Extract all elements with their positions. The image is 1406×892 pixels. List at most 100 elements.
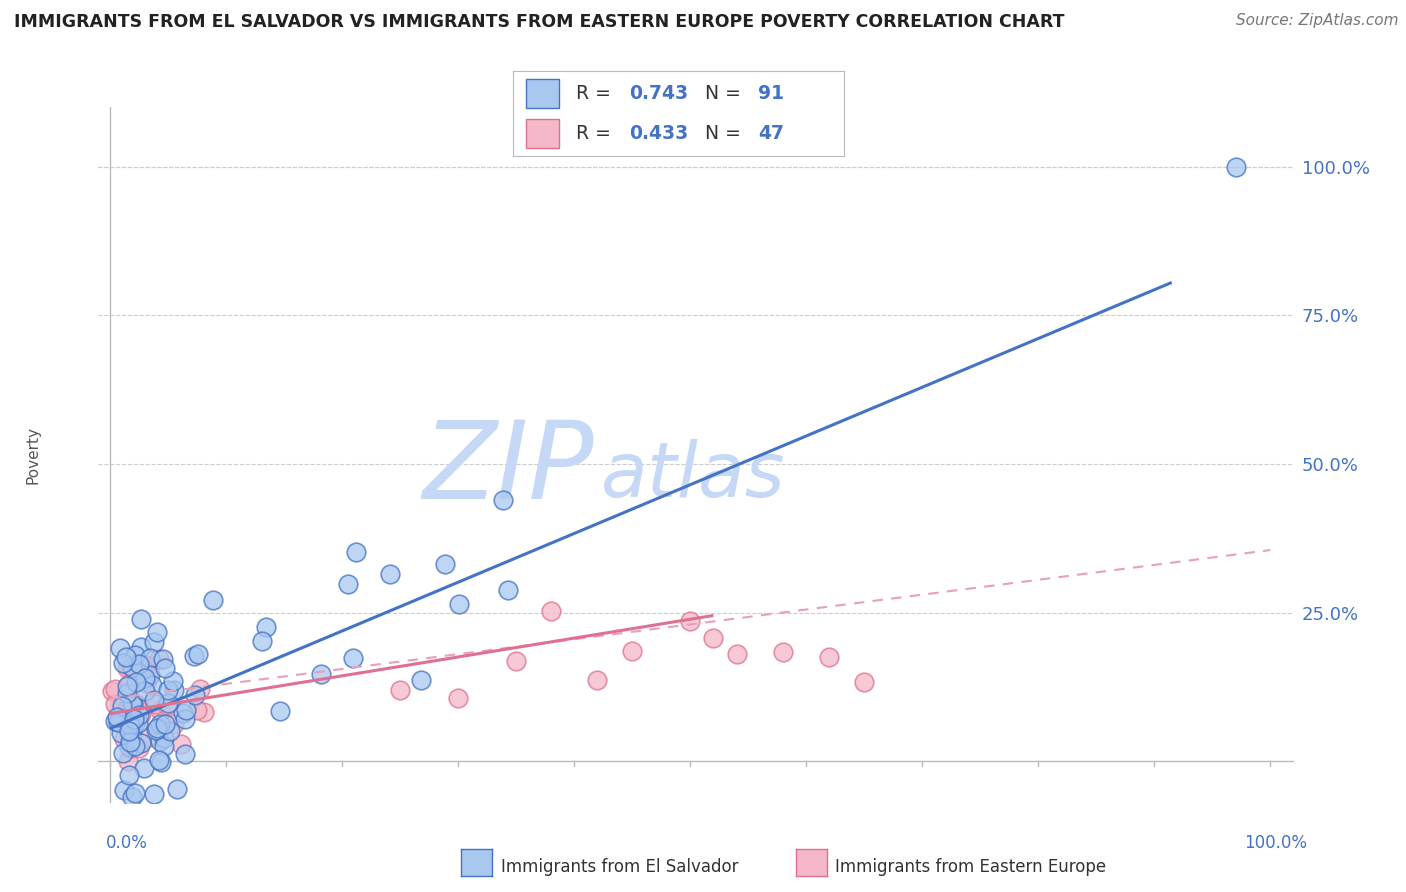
Point (121, 660, 143, 674)
Point (156, 698, 179, 712)
Point (725, 647, 748, 661)
Text: N =: N = (704, 124, 747, 143)
Point (342, 651, 364, 665)
Point (148, 753, 170, 767)
Point (104, 714, 127, 729)
Point (118, 723, 141, 738)
Text: 91: 91 (758, 84, 783, 103)
Point (145, 723, 167, 737)
Point (269, 704, 291, 718)
Point (149, 716, 172, 731)
Text: R =: R = (576, 84, 617, 103)
Text: 0.743: 0.743 (628, 84, 688, 103)
Point (134, 658, 156, 673)
Point (124, 786, 146, 800)
Point (163, 717, 186, 731)
Point (143, 787, 166, 801)
Text: 100.0%: 100.0% (1244, 834, 1308, 852)
Point (143, 693, 166, 707)
Point (128, 707, 150, 722)
Point (117, 677, 139, 691)
Point (153, 717, 176, 731)
Point (153, 739, 176, 753)
Point (107, 715, 129, 730)
Point (128, 741, 150, 756)
Point (125, 697, 148, 711)
Point (141, 678, 163, 692)
Point (344, 545, 367, 559)
Point (129, 640, 152, 654)
Point (433, 558, 456, 572)
Point (111, 714, 134, 728)
Bar (526, 119, 560, 147)
Point (112, 731, 135, 746)
Point (1225, 160, 1247, 174)
Point (124, 739, 146, 754)
Point (162, 673, 184, 688)
Point (125, 710, 148, 724)
Point (252, 633, 274, 648)
Point (188, 681, 211, 696)
Point (138, 650, 160, 665)
Point (117, 715, 139, 730)
Point (128, 657, 150, 671)
Point (146, 624, 169, 639)
Point (679, 614, 702, 628)
Point (153, 731, 176, 745)
Point (138, 666, 160, 681)
Text: ZIP: ZIP (423, 417, 595, 521)
Point (121, 726, 143, 740)
Point (853, 675, 876, 690)
Point (153, 661, 176, 675)
Point (166, 782, 188, 797)
Text: Poverty: Poverty (25, 425, 41, 484)
Text: Immigrants from El Salvador: Immigrants from El Salvador (501, 858, 738, 876)
Point (148, 652, 170, 666)
Point (184, 688, 207, 702)
Point (134, 683, 156, 698)
Point (118, 768, 141, 782)
Point (193, 705, 215, 719)
Point (124, 648, 146, 662)
Point (492, 492, 515, 507)
Point (505, 654, 527, 668)
Point (115, 650, 138, 665)
Point (170, 738, 193, 752)
Point (124, 698, 146, 712)
Point (115, 679, 138, 693)
Point (129, 612, 152, 626)
Point (104, 681, 127, 696)
Point (129, 707, 152, 722)
Point (159, 723, 181, 738)
Point (118, 739, 141, 754)
Point (201, 593, 224, 607)
Point (156, 696, 179, 710)
Point (128, 701, 150, 715)
Point (117, 686, 139, 700)
Point (149, 734, 172, 748)
Point (254, 620, 277, 634)
Point (111, 698, 134, 713)
Point (121, 789, 143, 804)
Point (122, 697, 145, 711)
Text: atlas: atlas (600, 439, 785, 513)
Point (134, 671, 156, 685)
Point (143, 635, 166, 649)
Point (162, 683, 184, 698)
Point (174, 712, 197, 726)
Point (183, 648, 205, 663)
Point (117, 661, 139, 675)
Point (496, 583, 519, 598)
Point (621, 644, 644, 658)
Point (118, 735, 141, 749)
Point (111, 746, 134, 760)
Point (115, 702, 138, 716)
Point (447, 690, 470, 705)
Text: Source: ZipAtlas.com: Source: ZipAtlas.com (1236, 13, 1399, 29)
Point (104, 697, 127, 711)
Point (105, 710, 128, 724)
Point (150, 756, 173, 770)
Point (111, 656, 134, 670)
Point (120, 661, 142, 675)
Point (117, 754, 139, 768)
